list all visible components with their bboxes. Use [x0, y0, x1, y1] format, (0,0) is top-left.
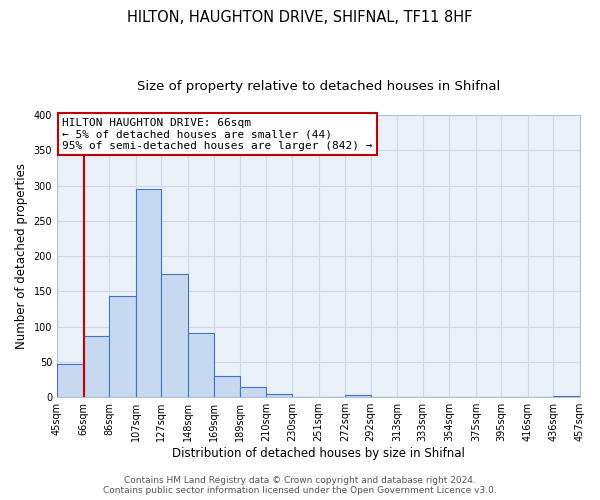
Bar — [266, 394, 292, 397]
Y-axis label: Number of detached properties: Number of detached properties — [15, 163, 28, 349]
Bar — [136, 189, 161, 397]
Bar — [345, 395, 371, 397]
Bar — [214, 376, 240, 397]
Bar — [161, 274, 188, 397]
Bar — [109, 296, 136, 397]
Bar — [83, 336, 109, 397]
Bar — [57, 364, 83, 397]
Bar — [553, 396, 580, 397]
X-axis label: Distribution of detached houses by size in Shifnal: Distribution of detached houses by size … — [172, 447, 465, 460]
Text: HILTON HAUGHTON DRIVE: 66sqm
← 5% of detached houses are smaller (44)
95% of sem: HILTON HAUGHTON DRIVE: 66sqm ← 5% of det… — [62, 118, 373, 151]
Title: Size of property relative to detached houses in Shifnal: Size of property relative to detached ho… — [137, 80, 500, 93]
Text: Contains HM Land Registry data © Crown copyright and database right 2024.
Contai: Contains HM Land Registry data © Crown c… — [103, 476, 497, 495]
Bar — [240, 387, 266, 397]
Text: HILTON, HAUGHTON DRIVE, SHIFNAL, TF11 8HF: HILTON, HAUGHTON DRIVE, SHIFNAL, TF11 8H… — [127, 10, 473, 25]
Bar — [188, 333, 214, 397]
